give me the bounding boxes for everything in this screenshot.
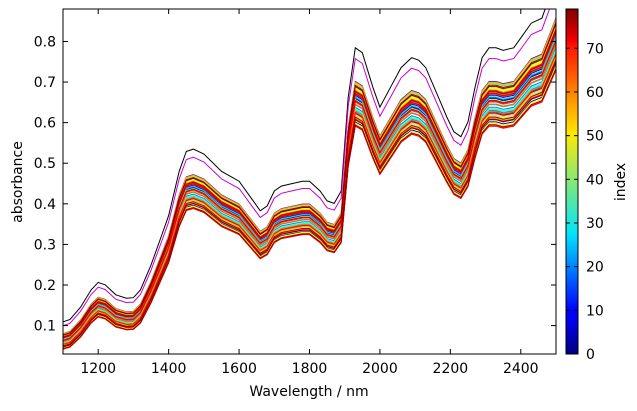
spectrum-lines xyxy=(63,9,556,350)
colorbar-label: index xyxy=(613,163,629,201)
spectrum-line xyxy=(63,24,556,337)
spectrum-line xyxy=(63,59,556,347)
spectrum-line xyxy=(63,28,556,338)
y-tick-label: 0.7 xyxy=(34,75,56,91)
spectrum-line xyxy=(63,18,556,335)
spectrum-line xyxy=(63,44,556,343)
colorbar-tick-label: 20 xyxy=(586,260,604,276)
spectrum-line xyxy=(63,38,556,341)
spectrum-line xyxy=(63,40,556,341)
colorbar-tick-label: 40 xyxy=(586,172,604,188)
spectrum-line xyxy=(63,39,556,341)
colorbar-tick-label: 50 xyxy=(586,129,604,145)
spectrum-line xyxy=(63,40,556,342)
spectrum-line xyxy=(63,28,556,338)
y-tick-label: 0.3 xyxy=(34,237,56,253)
x-tick-label: 1200 xyxy=(80,361,116,377)
spectrum-line xyxy=(63,62,556,348)
spectrum-line xyxy=(63,49,556,344)
spectrum-line xyxy=(63,9,551,327)
spectrum-line xyxy=(63,24,556,337)
y-tick-label: 0.1 xyxy=(34,319,56,335)
colorbar-tick-label: 70 xyxy=(586,41,604,57)
spectrum-line xyxy=(63,41,556,342)
spectrum-line xyxy=(63,31,556,339)
x-tick-label: 1600 xyxy=(221,361,257,377)
spectrum-line xyxy=(63,68,556,350)
spectrum-line xyxy=(63,24,556,337)
x-tick-label: 2400 xyxy=(503,361,539,377)
x-axis-label: Wavelength / nm xyxy=(249,384,368,400)
x-tick-label: 1400 xyxy=(151,361,187,377)
spectrum-line xyxy=(63,33,556,339)
spectrum-line xyxy=(63,30,556,338)
spectrum-line xyxy=(63,29,556,338)
colorbar-tick-label: 0 xyxy=(586,347,595,363)
y-tick-label: 0.6 xyxy=(34,116,56,132)
x-tick-label: 2200 xyxy=(433,361,469,377)
spectrum-line xyxy=(63,35,556,340)
spectrum-line xyxy=(63,32,556,339)
spectrum-line xyxy=(63,31,556,339)
spectrum-line xyxy=(63,31,556,339)
spectrum-line xyxy=(63,29,556,338)
x-axis-ticks: 1200 1400 1600 1800 2000 2200 2400 xyxy=(80,9,539,377)
spectrum-line xyxy=(63,23,556,336)
spectrum-line xyxy=(63,43,556,342)
colorbar-ticks: 0 10 20 30 40 50 60 70 xyxy=(566,41,604,363)
spectrum-line xyxy=(63,17,556,335)
spectrum-line xyxy=(63,40,556,341)
colorbar xyxy=(565,8,579,355)
x-tick-label: 1800 xyxy=(292,361,328,377)
colorbar-tick-label: 30 xyxy=(586,216,604,232)
spectrum-line xyxy=(63,54,556,345)
y-axis-ticks: 0.1 0.2 0.3 0.4 0.5 0.6 0.7 0.8 xyxy=(34,34,556,335)
spectrum-line xyxy=(63,39,556,341)
x-tick-label: 2000 xyxy=(362,361,398,377)
colorbar-tick-label: 60 xyxy=(586,85,604,101)
spectrum-line xyxy=(63,19,556,335)
spectrum-line xyxy=(63,44,556,343)
spectrum-line xyxy=(63,9,546,323)
spectrum-line xyxy=(63,41,556,342)
y-axis-label: absorbance xyxy=(10,141,26,223)
spectrum-line xyxy=(63,31,556,339)
spectrum-line xyxy=(63,44,556,342)
spectrum-line xyxy=(63,28,556,338)
y-tick-label: 0.2 xyxy=(34,278,56,294)
spectrum-line xyxy=(63,43,556,342)
spectrum-line xyxy=(63,32,556,339)
y-tick-label: 0.5 xyxy=(34,156,56,172)
colorbar-tick-label: 10 xyxy=(586,303,604,319)
y-tick-label: 0.4 xyxy=(34,197,56,213)
y-tick-label: 0.8 xyxy=(34,34,56,50)
spectrum-line xyxy=(63,19,556,335)
spectrum-line xyxy=(63,29,556,338)
